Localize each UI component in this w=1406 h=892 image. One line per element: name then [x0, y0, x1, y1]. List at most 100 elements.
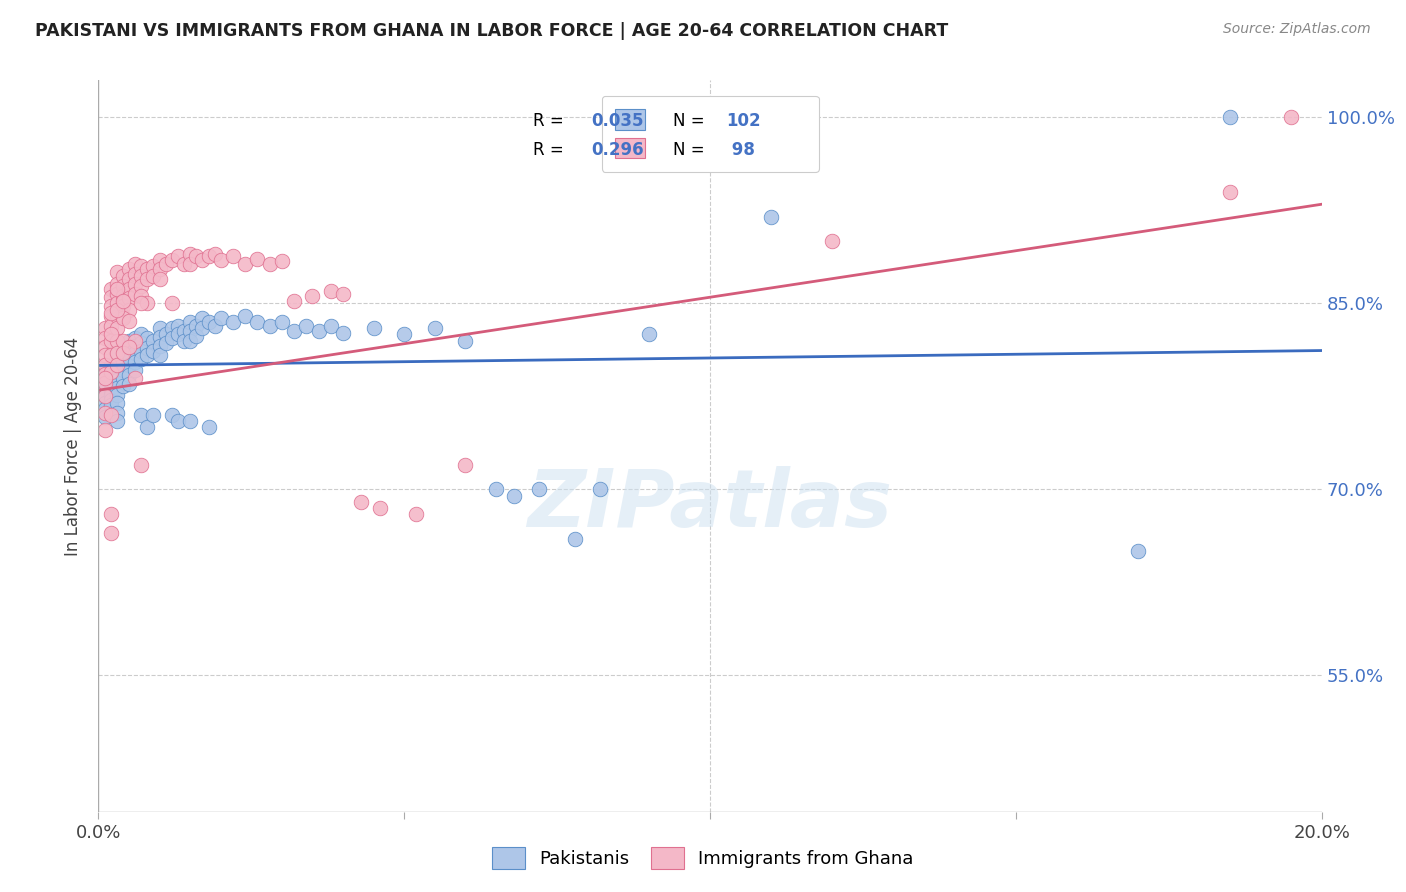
Point: [105, 334, 128, 348]
Point: [111, 289, 134, 303]
Text: PAKISTANI VS IMMIGRANTS FROM GHANA IN LABOR FORCE | AGE 20-64 CORRELATION CHART: PAKISTANI VS IMMIGRANTS FROM GHANA IN LA…: [35, 22, 949, 40]
Point: [209, 311, 232, 326]
Point: [259, 257, 281, 271]
Point: [124, 257, 146, 271]
Point: [100, 408, 122, 422]
Point: [100, 349, 122, 363]
Point: [179, 334, 201, 348]
Point: [129, 289, 152, 303]
Point: [100, 378, 122, 392]
Point: [93, 340, 115, 354]
Point: [149, 271, 172, 285]
Point: [111, 299, 134, 313]
Point: [100, 368, 122, 383]
Point: [167, 327, 190, 342]
Point: [105, 414, 128, 428]
Point: [105, 286, 128, 301]
Point: [105, 302, 128, 317]
Point: [283, 324, 305, 338]
Point: [111, 363, 134, 377]
Point: [118, 314, 141, 328]
Point: [204, 318, 226, 333]
Point: [118, 271, 141, 285]
Point: [118, 292, 141, 306]
Point: [118, 341, 141, 355]
Point: [233, 257, 256, 271]
Point: [179, 315, 201, 329]
Point: [100, 359, 122, 373]
Point: [149, 330, 172, 344]
Point: [105, 395, 128, 409]
Point: [246, 252, 269, 266]
Point: [179, 414, 201, 428]
Point: [124, 346, 146, 360]
Point: [191, 311, 214, 326]
Point: [149, 261, 172, 276]
Point: [454, 458, 477, 472]
Point: [105, 309, 128, 323]
Point: [105, 321, 128, 335]
Point: [124, 371, 146, 385]
Point: [301, 289, 323, 303]
Point: [155, 327, 177, 342]
Point: [100, 363, 122, 377]
Point: [100, 327, 122, 342]
Point: [100, 309, 122, 323]
Point: [124, 334, 146, 348]
Point: [149, 338, 172, 352]
Point: [124, 354, 146, 368]
Point: [100, 334, 122, 348]
Point: [118, 377, 141, 392]
Point: [111, 340, 134, 354]
Point: [392, 327, 416, 342]
Point: [105, 265, 128, 279]
Point: [93, 383, 115, 397]
Point: [129, 269, 152, 284]
Point: [295, 318, 318, 333]
Point: [93, 359, 115, 373]
Point: [564, 532, 586, 546]
Point: [485, 483, 508, 497]
Point: [118, 334, 141, 348]
Point: [129, 352, 152, 367]
Point: [191, 253, 214, 268]
Point: [204, 247, 226, 261]
Point: [129, 259, 152, 273]
Text: R =: R =: [533, 112, 568, 129]
Point: [142, 408, 165, 422]
Point: [105, 388, 128, 402]
Point: [93, 331, 115, 345]
Point: [1219, 111, 1241, 125]
Point: [105, 281, 128, 295]
Point: [111, 334, 134, 348]
Point: [100, 299, 122, 313]
Point: [191, 321, 214, 335]
Point: [100, 388, 122, 402]
Point: [111, 293, 134, 308]
Point: [142, 334, 165, 348]
Legend:                             ,                           : ,: [602, 96, 818, 171]
Point: [93, 321, 115, 335]
Point: [136, 331, 159, 345]
Point: [100, 281, 122, 295]
Point: [100, 306, 122, 320]
Point: [124, 277, 146, 291]
Point: [100, 525, 122, 540]
Point: [118, 340, 141, 354]
Point: [129, 408, 152, 422]
Point: [105, 277, 128, 291]
Point: [222, 249, 245, 263]
Point: [368, 500, 391, 515]
Point: [167, 249, 190, 263]
Point: [319, 318, 342, 333]
Point: [149, 321, 172, 335]
Legend: Pakistanis, Immigrants from Ghana: Pakistanis, Immigrants from Ghana: [484, 838, 922, 879]
Point: [93, 405, 115, 419]
Point: [111, 346, 134, 360]
Point: [111, 311, 134, 326]
Point: [589, 483, 612, 497]
Point: [100, 398, 122, 412]
Point: [100, 290, 122, 304]
Point: [118, 261, 141, 276]
Point: [160, 321, 183, 335]
